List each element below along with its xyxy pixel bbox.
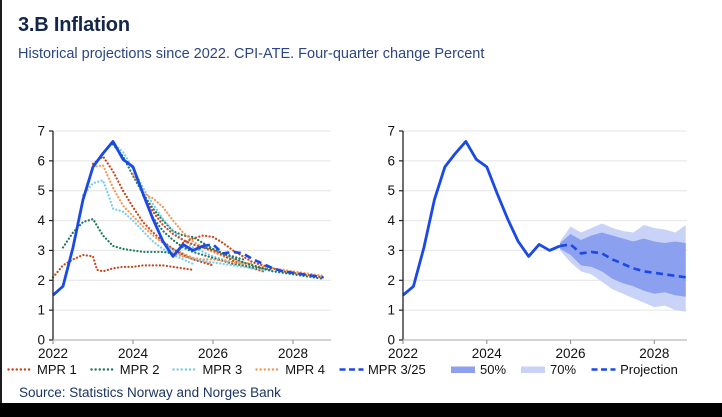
legend-mpr: MPR 1 MPR 2 MPR 3 MPR 4 MPR 3/25 <box>7 362 426 377</box>
y-tick-label: 6 <box>37 153 45 168</box>
series-MPR 3/23 <box>111 141 245 265</box>
series-MPR 2/25 <box>191 246 325 280</box>
series-MPR 2/22 <box>61 217 185 255</box>
line-swatch-icon <box>339 368 364 371</box>
y-tick-label: 1 <box>37 303 45 318</box>
page-title: 3.B Inflation <box>18 14 130 36</box>
legend-item-50-: 50% <box>450 362 506 377</box>
series-MPR 1/22 <box>51 253 195 279</box>
band-swatch-icon <box>521 366 546 373</box>
x-tick-label: 2028 <box>639 346 669 361</box>
legend-fan: 50% 70% Projection <box>450 362 678 377</box>
chart-projection-fan: 0 1 2 3 4 5 6 7 2022 2024 2026 2028 <box>387 124 687 361</box>
x-tick-label: 2026 <box>198 346 228 361</box>
line-swatch-icon <box>591 368 616 371</box>
chart-historical-projections: 0 1 2 3 4 5 6 7 2022 2024 2026 2028 <box>37 124 331 361</box>
y-tick-label: 4 <box>37 213 45 228</box>
series-CPI-ATE actual <box>402 140 561 297</box>
x-tick-label: 2026 <box>556 346 586 361</box>
legend-label: 50% <box>480 362 507 377</box>
legend-label: Projection <box>620 362 678 377</box>
legend-label: MPR 4 <box>285 362 325 377</box>
legend-label: MPR 3/25 <box>367 362 426 377</box>
band-swatch-icon <box>451 366 475 373</box>
x-tick-label: 2022 <box>388 346 418 361</box>
series-MPR 4/23 <box>131 173 255 265</box>
y-tick-label: 5 <box>37 183 45 198</box>
line-swatch-icon <box>172 368 200 371</box>
line-swatch-icon <box>90 368 117 371</box>
series-Projection <box>559 243 686 279</box>
x-tick-label: 2022 <box>38 346 68 361</box>
legend-item-mpr-3-25: MPR 3/25 <box>338 362 426 377</box>
y-tick-label: 3 <box>387 243 395 258</box>
y-tick-label: 5 <box>387 183 395 198</box>
y-tick-label: 4 <box>387 213 395 228</box>
legend-label: MPR 2 <box>119 362 160 377</box>
x-tick-label: 2024 <box>472 346 503 361</box>
page-subtitle: Historical projections since 2022. CPI-A… <box>18 46 485 62</box>
line-swatch-icon <box>255 368 282 371</box>
legend-item-mpr-4: MPR 4 <box>255 362 325 377</box>
line-swatch-icon <box>7 368 34 371</box>
legend-item-mpr-2: MPR 2 <box>90 362 160 377</box>
chart-header: 3.B Inflation Historical projections sin… <box>18 12 484 64</box>
y-tick-label: 0 <box>387 333 395 348</box>
series-CPI-ATE actual <box>52 140 204 297</box>
legend-label: MPR 1 <box>37 362 77 377</box>
series-MPR 2/24 <box>151 216 275 271</box>
window-left-edge <box>0 0 2 417</box>
legend-item-projection: Projection <box>590 362 678 377</box>
y-tick-label: 3 <box>37 243 45 258</box>
bottom-black-bar <box>0 403 722 417</box>
x-tick-label: 2024 <box>118 346 149 361</box>
legend-item-70-: 70% <box>520 362 576 377</box>
series-MPR 1/23 <box>91 155 215 267</box>
legend-label: 70% <box>550 362 577 377</box>
legend-item-mpr-1: MPR 1 <box>7 362 77 377</box>
y-tick-label: 7 <box>37 124 45 139</box>
series-MPR 1/25 <box>181 234 325 279</box>
y-tick-label: 2 <box>387 273 395 288</box>
series-MPR 2/23 <box>111 143 245 261</box>
source-note: Source: Statistics Norway and Norges Ban… <box>19 385 281 400</box>
legend-item-mpr-3: MPR 3 <box>172 362 242 377</box>
series-MPR 3/25 projection <box>202 243 324 279</box>
y-tick-label: 0 <box>37 333 45 348</box>
y-tick-label: 2 <box>37 273 45 288</box>
y-tick-label: 1 <box>387 303 395 318</box>
y-tick-label: 6 <box>387 153 395 168</box>
legend-label: MPR 3 <box>202 362 243 377</box>
x-tick-label: 2028 <box>278 346 308 361</box>
y-tick-label: 7 <box>387 124 395 139</box>
